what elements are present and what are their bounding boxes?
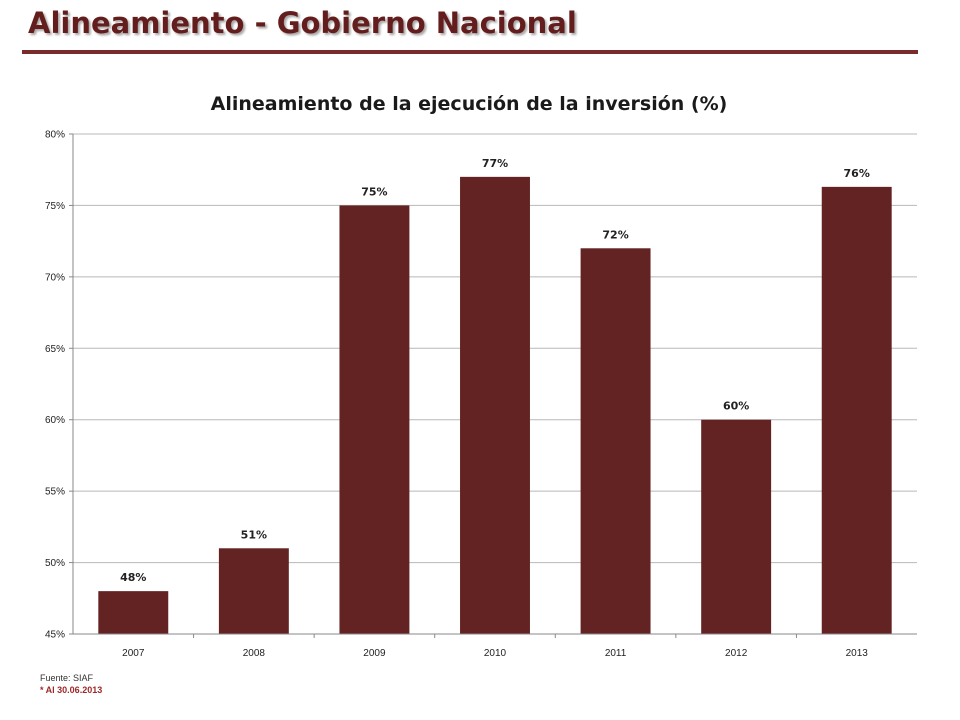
data-label: 77% — [482, 157, 508, 170]
data-label: 75% — [361, 185, 387, 198]
chart-title: Alineamiento de la ejecución de la inver… — [211, 93, 728, 115]
axes: 45% 50% 55% 60% 65% 70% 75% 80% 2007 2008 2009 2010… — [45, 130, 917, 659]
bar — [580, 248, 651, 635]
x-tick-label: 2013 — [846, 648, 869, 659]
page-title: Alineamiento - Gobierno Nacional — [28, 6, 577, 40]
bar — [339, 205, 410, 634]
bar — [98, 591, 169, 634]
bar — [701, 419, 772, 634]
y-tick-label: 55% — [45, 487, 65, 498]
y-tick-label: 70% — [45, 272, 65, 283]
bar — [460, 176, 530, 634]
title-divider — [22, 50, 918, 54]
x-tick-label: 2009 — [363, 648, 386, 659]
data-label: 76% — [844, 167, 870, 180]
as-of-note: * Al 30.06.2013 — [40, 685, 103, 695]
data-label: 48% — [120, 571, 146, 584]
data-labels: 48% 51% 75% 77% 72% 60% 76% — [120, 157, 870, 584]
data-label: 72% — [602, 228, 628, 241]
x-tick-label: 2011 — [605, 648, 627, 659]
y-tick-label: 60% — [45, 415, 65, 426]
y-tick-label: 65% — [45, 344, 65, 355]
bar — [821, 186, 892, 634]
x-tick-label: 2007 — [122, 648, 145, 659]
x-tick-label: 2010 — [484, 648, 507, 659]
y-tick-label: 80% — [45, 130, 65, 141]
source-note: Fuente: SIAF — [40, 673, 94, 683]
x-tick-label: 2012 — [725, 648, 748, 659]
data-label: 60% — [723, 400, 749, 413]
x-tick-label: 2008 — [243, 648, 266, 659]
y-tick-label: 45% — [45, 630, 65, 641]
y-tick-label: 75% — [45, 201, 65, 212]
bar — [218, 548, 289, 634]
bars — [98, 176, 892, 635]
y-tick-label: 50% — [45, 558, 65, 569]
data-label: 51% — [241, 528, 267, 541]
